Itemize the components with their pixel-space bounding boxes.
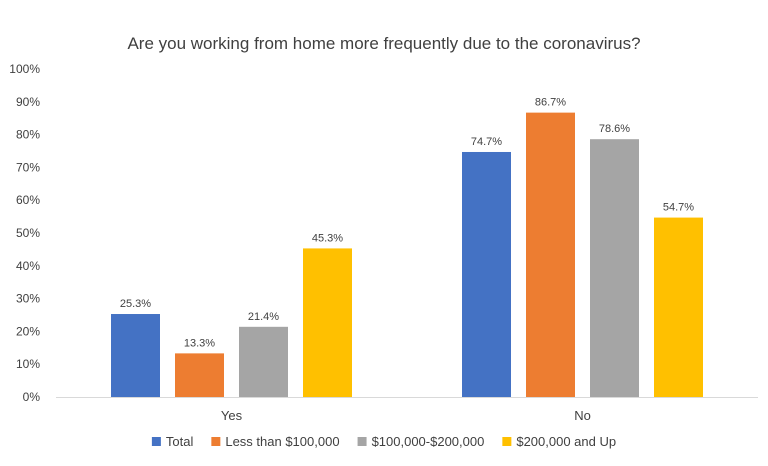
legend-label: Less than $100,000 bbox=[225, 434, 339, 449]
y-tick-label: 80% bbox=[16, 128, 40, 142]
legend-label: Total bbox=[166, 434, 194, 449]
data-label: 21.4% bbox=[248, 311, 279, 323]
legend-swatch bbox=[357, 437, 367, 446]
y-tick-label: 50% bbox=[16, 226, 40, 240]
y-axis: 0% 10% 20% 30% 40% 50% 60% 70% 80% 90% 100% bbox=[9, 62, 40, 404]
legend-item: Total bbox=[151, 434, 194, 449]
bar bbox=[526, 112, 575, 398]
legend-item: $200,000 and Up bbox=[502, 434, 616, 449]
bar bbox=[462, 151, 511, 397]
legend-swatch bbox=[211, 437, 221, 446]
y-tick-label: 90% bbox=[16, 95, 40, 109]
y-tick-label: 10% bbox=[16, 357, 40, 371]
legend-swatch bbox=[151, 437, 161, 446]
data-label: 78.6% bbox=[599, 123, 630, 135]
legend-label: $100,000-$200,000 bbox=[372, 434, 485, 449]
legend: Total Less than $100,000 $100,000-$200,000… bbox=[151, 434, 616, 449]
bar bbox=[175, 353, 224, 397]
bar bbox=[303, 248, 352, 397]
bar bbox=[654, 217, 703, 397]
legend-item: Less than $100,000 bbox=[211, 434, 340, 449]
y-tick-label: 100% bbox=[9, 62, 40, 76]
data-label: 54.7% bbox=[663, 202, 694, 214]
data-label: 74.7% bbox=[471, 136, 502, 148]
data-label: 86.7% bbox=[535, 97, 566, 109]
data-label: 25.3% bbox=[120, 298, 151, 310]
legend-swatch bbox=[502, 437, 512, 446]
chart-title: Are you working from home more frequentl… bbox=[127, 34, 640, 53]
bar bbox=[239, 326, 288, 397]
data-label: 13.3% bbox=[184, 337, 215, 349]
y-tick-label: 30% bbox=[16, 292, 40, 306]
x-category-label: Yes bbox=[221, 408, 243, 423]
y-tick-label: 20% bbox=[16, 324, 40, 338]
x-category-label: No bbox=[574, 408, 591, 423]
bar bbox=[590, 139, 639, 397]
plot-area: 25.3% 13.3% 21.4% 45.3% 74.7% 86.7% 78.6% 54.7% bbox=[111, 97, 703, 398]
x-axis: Yes No bbox=[56, 397, 758, 423]
data-label: 45.3% bbox=[312, 232, 343, 244]
y-tick-label: 40% bbox=[16, 259, 40, 273]
legend-label: $200,000 and Up bbox=[516, 434, 616, 449]
y-tick-label: 60% bbox=[16, 193, 40, 207]
bar bbox=[111, 314, 160, 397]
legend-item: $100,000-$200,000 bbox=[357, 434, 485, 449]
y-tick-label: 70% bbox=[16, 160, 40, 174]
y-tick-label: 0% bbox=[23, 390, 41, 404]
